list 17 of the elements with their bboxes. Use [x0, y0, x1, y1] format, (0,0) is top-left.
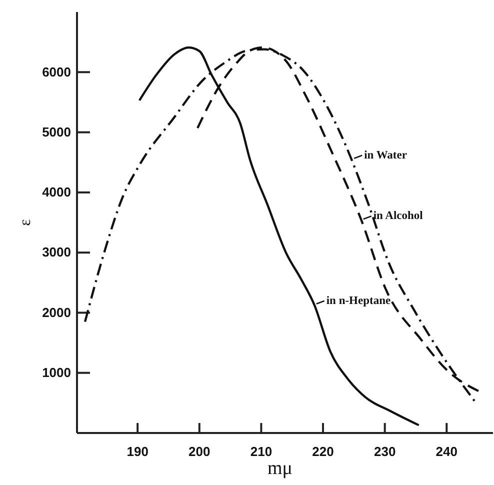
annotation: in Alcohol	[373, 210, 423, 222]
annotation: in n-Heptane	[326, 294, 391, 307]
y-tick-label: 2000	[42, 304, 71, 320]
x-tick-label: 200	[188, 444, 210, 460]
x-axis-title: mμ	[268, 458, 292, 479]
y-tick-label: 4000	[42, 184, 71, 200]
x-tick-label: 210	[250, 444, 272, 460]
annotation: in Water	[364, 149, 407, 162]
y-tick-label: 6000	[42, 64, 71, 80]
x-tick-label: 190	[126, 444, 148, 460]
y-axis-title: ε	[17, 218, 34, 226]
y-tick-label: 3000	[42, 244, 71, 260]
x-tick-label: 240	[436, 444, 458, 460]
x-tick-label: 220	[312, 444, 334, 460]
x-tick-label: 230	[374, 444, 396, 460]
y-tick-label: 5000	[42, 124, 71, 140]
y-tick-label: 1000	[42, 365, 71, 380]
